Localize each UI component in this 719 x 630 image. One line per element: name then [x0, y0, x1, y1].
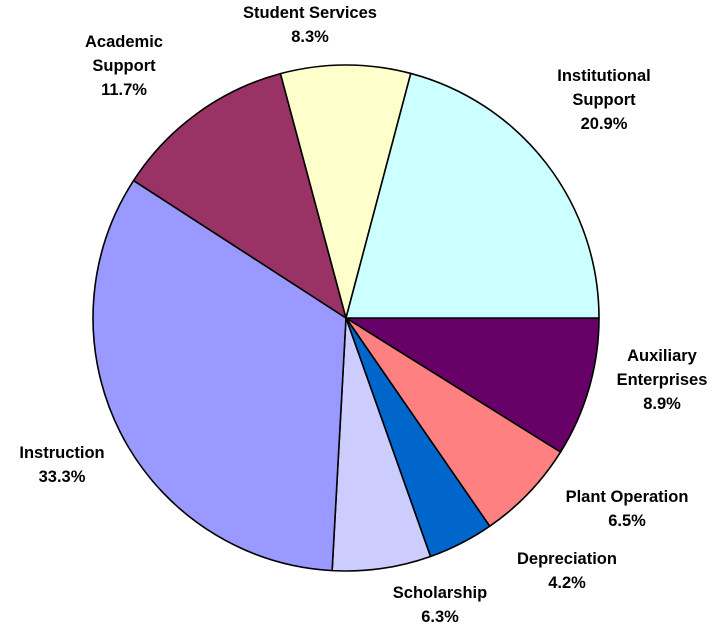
slice-percent: 8.3% — [291, 28, 329, 46]
slice-label-student-services: Student Services 8.3% — [243, 4, 377, 46]
slice-label-instruction: Instruction 33.3% — [19, 444, 104, 486]
slice-name-line: Academic — [85, 33, 163, 51]
slice-name-line: Plant Operation — [566, 488, 689, 506]
pie-labels: Auxiliary Enterprises 8.9% Plant Operation 6… — [19, 4, 707, 626]
slice-percent: 33.3% — [39, 468, 86, 486]
slice-name-line: Support — [572, 91, 636, 109]
slice-percent: 4.2% — [548, 574, 586, 592]
slice-percent: 20.9% — [581, 115, 628, 133]
slice-percent: 6.3% — [421, 608, 459, 626]
slice-name-line: Student Services — [243, 4, 377, 22]
slice-percent: 11.7% — [101, 81, 147, 99]
pie-slice-academic-support — [132, 72, 347, 319]
pie-slice-institutional-support — [345, 72, 600, 319]
pie-slice-student-services — [279, 64, 412, 319]
slice-name-line: Enterprises — [617, 371, 708, 389]
slice-name-line: Scholarship — [393, 584, 487, 602]
pie-slice-instruction — [92, 179, 347, 572]
slice-name-line: Support — [92, 57, 156, 75]
slice-label-institutional-support: Institutional Support 20.9% — [557, 67, 651, 133]
slice-label-plant-operation: Plant Operation 6.5% — [566, 488, 689, 530]
slice-label-auxiliary: Auxiliary Enterprises 8.9% — [617, 347, 708, 413]
slice-label-academic-support: Academic Support 11.7% — [85, 33, 163, 99]
slice-percent: 6.5% — [608, 512, 646, 530]
pie-slices — [92, 64, 600, 572]
slice-name-line: Institutional — [557, 67, 651, 85]
slice-name-line: Auxiliary — [627, 347, 698, 365]
slice-name-line: Instruction — [19, 444, 104, 462]
pie-slice-auxiliary — [345, 317, 600, 453]
slice-label-scholarship: Scholarship 6.3% — [393, 584, 487, 626]
slice-label-depreciation: Depreciation 4.2% — [517, 550, 617, 592]
slice-name-line: Depreciation — [517, 550, 617, 568]
slice-percent: 8.9% — [643, 395, 681, 413]
